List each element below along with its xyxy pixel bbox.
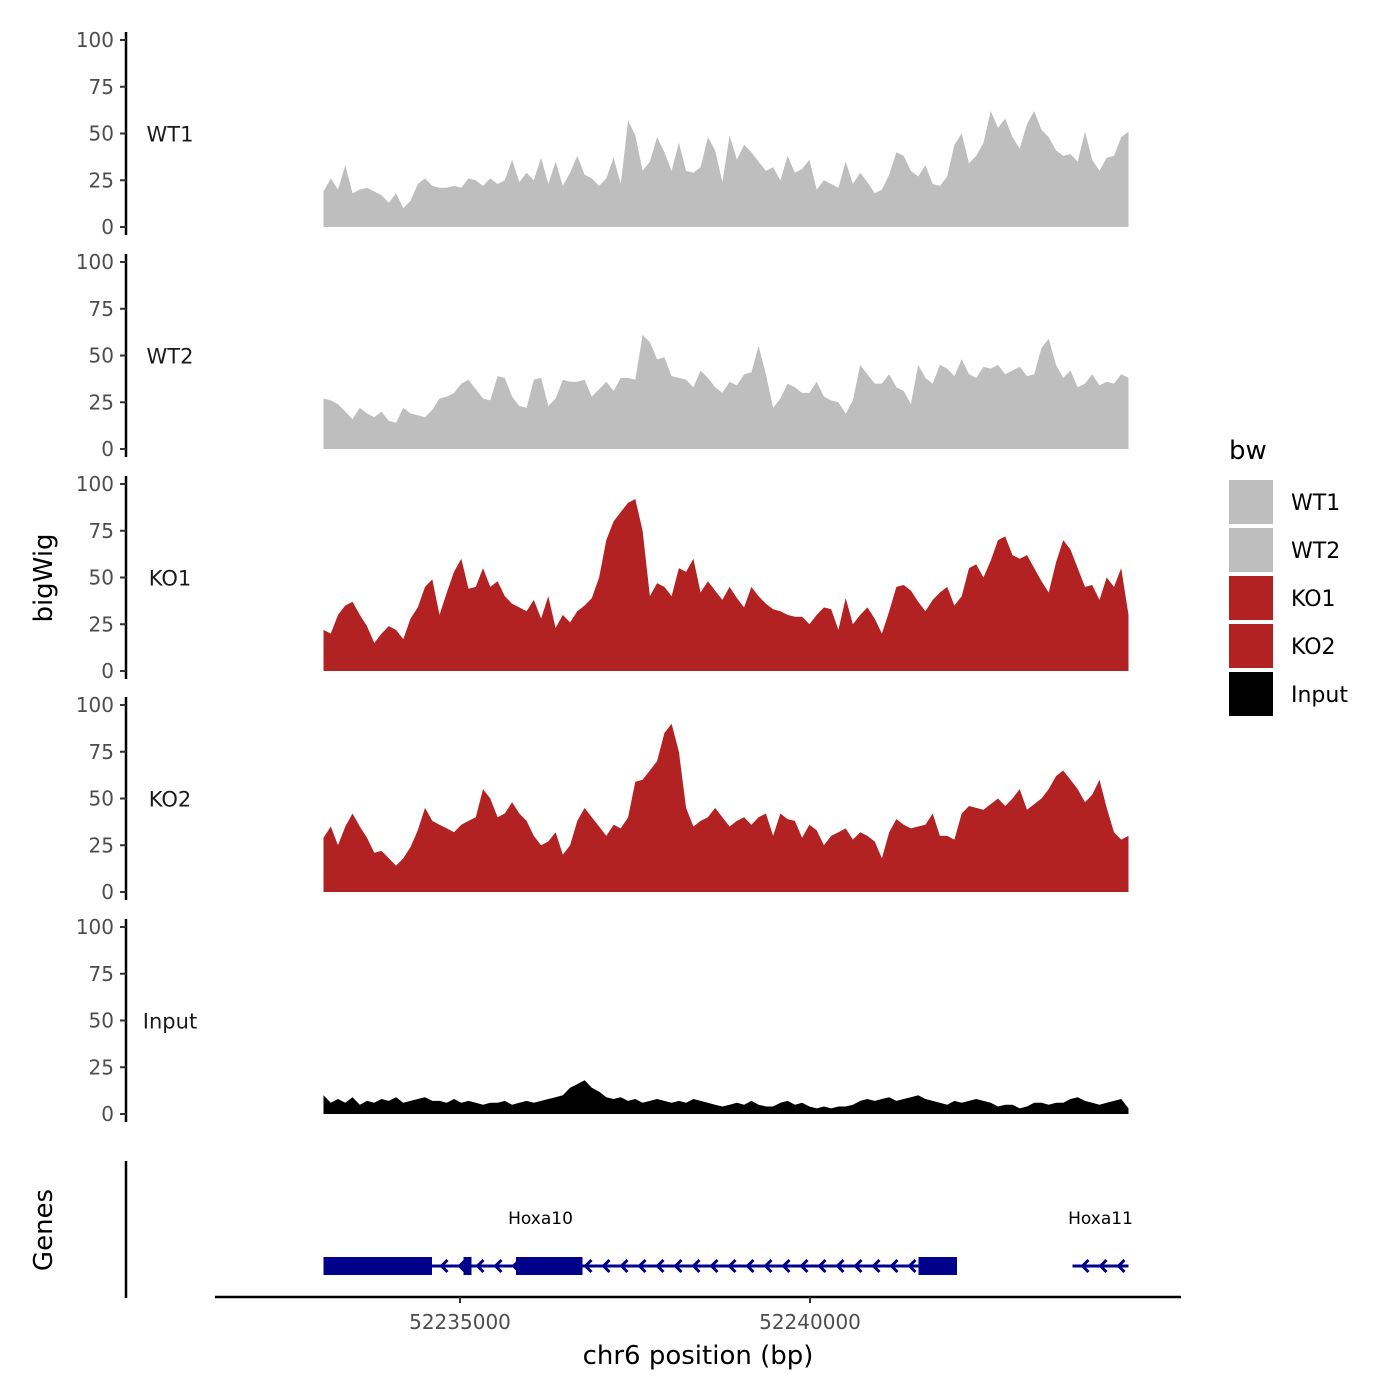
legend-swatch-input	[1229, 672, 1273, 716]
y-tick-label: 75	[89, 297, 114, 321]
area-ko2	[323, 723, 1129, 892]
y-tick-label: 75	[89, 519, 114, 543]
strand-arrow	[583, 1258, 593, 1274]
y-tick-label: 0	[101, 215, 114, 239]
y-tick-label: 0	[101, 880, 114, 904]
exon	[918, 1257, 957, 1275]
legend-label-wt2: WT2	[1291, 539, 1340, 564]
genes-track: Hoxa10 Hoxa11	[323, 1209, 1133, 1275]
strand-arrow	[475, 1258, 485, 1274]
y-tick-label: 0	[101, 437, 114, 461]
x-tick-label: 52235000	[409, 1310, 511, 1334]
y-tick-label: 25	[89, 168, 114, 192]
exon	[323, 1257, 432, 1275]
track-label-input: Input	[143, 1010, 197, 1034]
legend-label-ko2: KO2	[1291, 635, 1336, 660]
legend-label-input: Input	[1291, 683, 1348, 708]
strand-arrow	[727, 1258, 737, 1274]
y-tick-label: 50	[89, 344, 114, 368]
x-tick-label: 52240000	[759, 1310, 861, 1334]
y-tick-label: 100	[76, 28, 114, 52]
track-label-wt1: WT1	[147, 123, 194, 147]
genes-axis-title: Genes	[29, 1189, 59, 1271]
strand-arrow	[889, 1258, 899, 1274]
strand-arrow	[1116, 1258, 1126, 1274]
strand-arrow	[799, 1258, 809, 1274]
y-axis-title: bigWig	[29, 533, 59, 622]
y-tick-label: 25	[89, 1055, 114, 1079]
y-tick-label: 25	[89, 612, 114, 636]
area-wt2	[323, 334, 1129, 449]
track-label-ko1: KO1	[149, 567, 192, 591]
y-tick-label: 50	[89, 122, 114, 146]
legend-label-ko1: KO1	[1291, 587, 1336, 612]
y-tick-label: 75	[89, 740, 114, 764]
y-tick-label: 25	[89, 390, 114, 414]
strand-arrow	[1098, 1258, 1108, 1274]
exon	[516, 1257, 583, 1275]
legend-swatch-wt1	[1229, 480, 1273, 524]
y-tick-label: 100	[76, 472, 114, 496]
legend: bw WT1 WT2 KO1 KO2 Input	[1229, 436, 1348, 716]
y-tick-label: 50	[89, 1009, 114, 1033]
legend-title: bw	[1229, 436, 1267, 466]
y-tick-label: 75	[89, 962, 114, 986]
strand-arrow	[655, 1258, 665, 1274]
area-ko1	[323, 499, 1129, 671]
y-tick-label: 0	[101, 659, 114, 683]
strand-arrow	[439, 1258, 449, 1274]
y-tick-label: 100	[76, 250, 114, 274]
tracks-group: WT1 WT2 KO1 KO2 Input	[143, 111, 1129, 1114]
legend-label-wt1: WT1	[1291, 491, 1340, 516]
strand-arrow	[601, 1258, 611, 1274]
strand-arrow	[745, 1258, 755, 1274]
y-tick-label: 0	[101, 1102, 114, 1126]
y-tick-label: 75	[89, 75, 114, 99]
y-tick-label: 50	[89, 566, 114, 590]
y-tick-label: 50	[89, 787, 114, 811]
exon	[463, 1257, 472, 1275]
strand-arrow	[763, 1258, 773, 1274]
strand-arrow	[853, 1258, 863, 1274]
y-tick-label: 100	[76, 693, 114, 717]
legend-swatch-ko2	[1229, 624, 1273, 668]
strand-arrow	[493, 1258, 503, 1274]
strand-arrow	[619, 1258, 629, 1274]
gene-label-hoxa11: Hoxa11	[1068, 1209, 1133, 1229]
strand-arrow	[691, 1258, 701, 1274]
strand-arrow	[907, 1258, 917, 1274]
legend-swatch-ko1	[1229, 576, 1273, 620]
strand-arrow	[817, 1258, 827, 1274]
strand-arrow	[673, 1258, 683, 1274]
y-tick-label: 25	[89, 833, 114, 857]
track-label-wt2: WT2	[147, 345, 194, 369]
area-wt1	[323, 111, 1129, 227]
strand-arrow	[871, 1258, 881, 1274]
strand-arrow	[709, 1258, 719, 1274]
area-input	[323, 1080, 1129, 1114]
strand-arrow	[1080, 1258, 1090, 1274]
track-label-ko2: KO2	[149, 788, 192, 812]
strand-arrow	[835, 1258, 845, 1274]
strand-arrow	[781, 1258, 791, 1274]
axes-group: 0 25 50 75 100 0 25 50 75 100 0 25 50 75 100 0 25 50 75 100…	[76, 28, 1181, 1334]
legend-swatch-wt2	[1229, 528, 1273, 572]
gene-label-hoxa10: Hoxa10	[508, 1209, 573, 1229]
y-tick-label: 100	[76, 915, 114, 939]
strand-arrow	[637, 1258, 647, 1274]
x-axis-title: chr6 position (bp)	[583, 1341, 814, 1371]
